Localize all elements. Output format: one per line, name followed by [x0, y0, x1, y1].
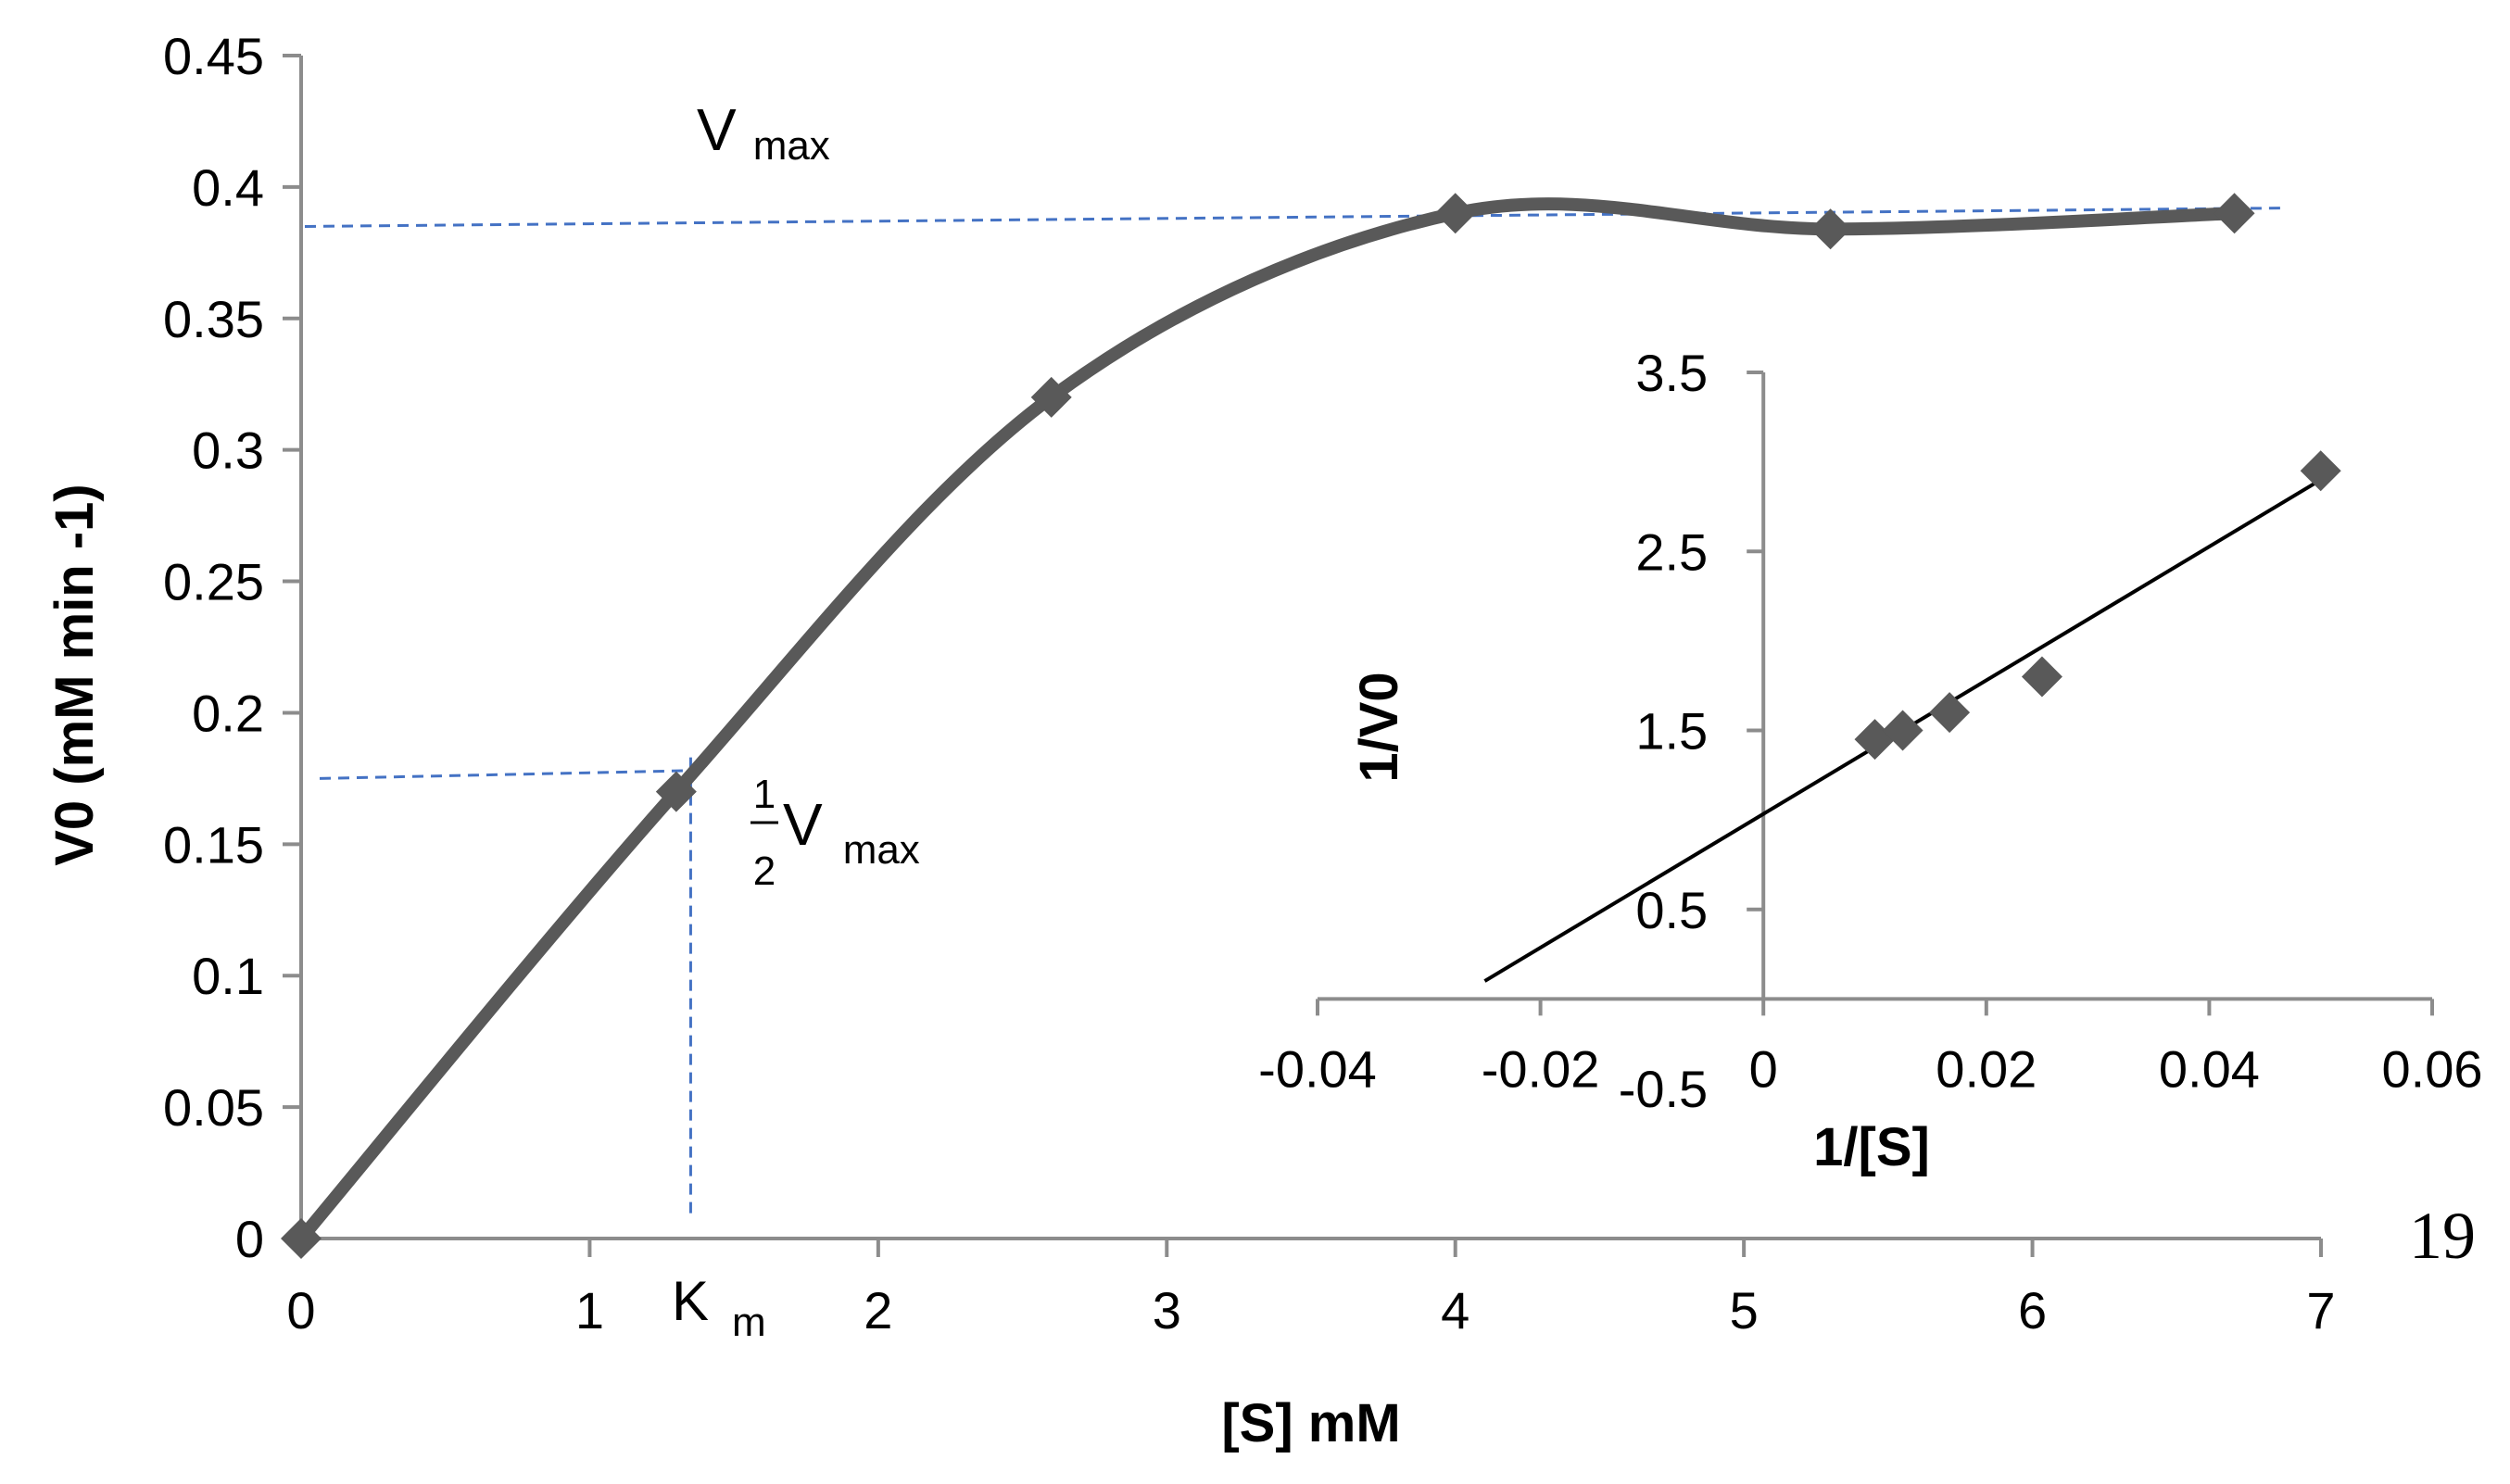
inset-x-tick-label: -0.04: [1258, 1039, 1377, 1098]
inset-x-tick-label: 0.04: [2159, 1039, 2260, 1098]
y-axis-title: V0 (mM min -1): [44, 484, 105, 866]
inset-x-tick-label: -0.02: [1482, 1039, 1600, 1098]
y-tick-label: 0.4: [192, 158, 264, 217]
y-tick-label: 0.05: [163, 1078, 264, 1137]
y-tick-label: 0.3: [192, 421, 264, 480]
inset-data-point: [2300, 450, 2341, 492]
inset-y-tick-label: 3.5: [1635, 344, 1708, 402]
inset-data-point: [1882, 710, 1923, 751]
x-tick-label: 2: [864, 1281, 892, 1339]
data-point-v0: [2214, 193, 2255, 234]
inset-x-tick-label: 0.02: [1936, 1039, 2037, 1098]
y-tick-label: 0.35: [163, 290, 264, 348]
inset-y-tick-label: -0.5: [1619, 1060, 1709, 1118]
x-tick-label: 0: [286, 1281, 315, 1339]
data-point-v0: [1030, 376, 1072, 418]
inset-lineweaver-burk-plot: -0.5 0.5 1.5 2.5 3.5 -0.04 -0.02 0 0.02 0.04 0.06 1…: [1258, 344, 2482, 1177]
y-tick-label: 0.2: [192, 684, 264, 742]
data-point-v0: [1434, 193, 1476, 234]
inset-data-point: [2021, 656, 2062, 698]
y-tick-label: 0: [235, 1210, 264, 1268]
page-number: 19: [2409, 1199, 2476, 1273]
vmax-reference-line: [304, 207, 2285, 228]
x-tick-label: 4: [1441, 1281, 1469, 1339]
half-vmax-reference-line: [319, 769, 691, 780]
x-axis-title: [S] mM: [1221, 1393, 1400, 1453]
half-fraction-denominator: 2: [753, 849, 776, 894]
x-tick-label: 1: [575, 1281, 604, 1339]
half-fraction-numerator: 1: [753, 772, 776, 817]
inset-x-axis-title: 1/[S]: [1813, 1117, 1930, 1177]
x-tick-label: 3: [1153, 1281, 1181, 1339]
data-point-v0: [655, 771, 697, 812]
y-tick-label: 0.45: [163, 27, 264, 85]
y-tick-label: 0.25: [163, 553, 264, 611]
inset-x-tick-label: 0.06: [2382, 1039, 2483, 1098]
inset-y-tick-label: 2.5: [1635, 522, 1708, 581]
main-plot: 0 0.05 0.1 0.15 0.2 0.25 0.3 0.35 0.4 0.45 0 1 2 3 4 5 6…: [44, 27, 2336, 1453]
x-tick-label: 5: [1730, 1281, 1759, 1339]
inset-y-tick-label: 0.5: [1635, 881, 1708, 939]
x-tick-label: 7: [2306, 1281, 2335, 1339]
data-point-v0: [1810, 208, 1851, 250]
inset-data-point: [1929, 692, 1971, 734]
inset-x-tick-label: 0: [1749, 1039, 1778, 1098]
inset-y-tick-label: 1.5: [1635, 702, 1708, 761]
x-tick-label: 6: [2018, 1281, 2047, 1339]
y-tick-label: 0.15: [163, 815, 264, 874]
inset-y-axis-title: 1/V0: [1349, 672, 1409, 782]
data-point-v0: [281, 1218, 322, 1259]
y-tick-label: 0.1: [192, 947, 264, 1005]
